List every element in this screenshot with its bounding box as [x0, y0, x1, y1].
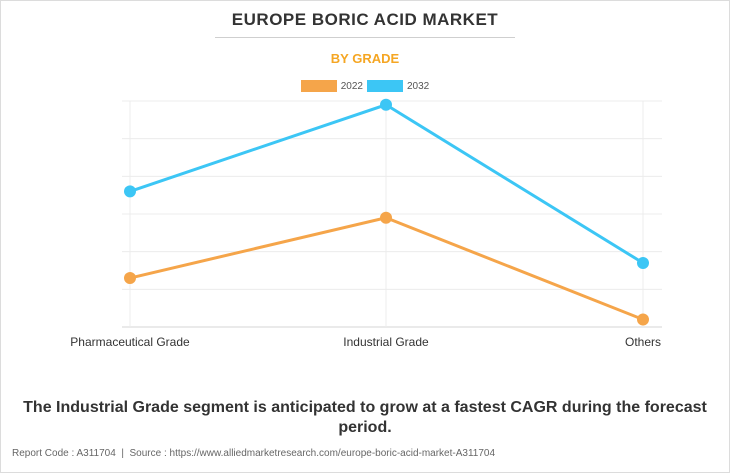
legend-item-2022[interactable]: 2022: [300, 80, 363, 92]
x-tick-label: Pharmaceutical Grade: [70, 335, 190, 349]
footer: Report Code : A311704 | Source : https:/…: [12, 448, 495, 459]
report-code: Report Code : A311704: [12, 448, 116, 459]
legend-swatch-2032: [367, 80, 403, 92]
legend: 2022 2032: [0, 80, 730, 92]
x-tick-label: Industrial Grade: [343, 335, 429, 349]
legend-item-2032[interactable]: 2032: [367, 80, 429, 92]
data-point-2022: [380, 211, 392, 224]
chart-caption: The Industrial Grade segment is anticipa…: [23, 399, 707, 436]
legend-label-2022: 2022: [340, 80, 363, 92]
chart-title: EUROPE BORIC ACID MARKET: [231, 10, 499, 29]
footer-separator: |: [118, 448, 127, 459]
data-point-2032: [124, 185, 136, 198]
title-divider: [215, 37, 515, 38]
legend-swatch-2022: [300, 80, 337, 92]
data-point-2022: [124, 272, 136, 285]
x-tick-label: Others: [625, 335, 661, 349]
source-link[interactable]: Source : https://www.alliedmarketresearc…: [129, 448, 496, 459]
data-point-2022: [637, 313, 649, 326]
chart-subtitle: BY GRADE: [330, 51, 400, 66]
legend-label-2032: 2032: [407, 80, 430, 92]
data-point-2032: [637, 256, 649, 269]
data-point-2032: [380, 98, 392, 111]
